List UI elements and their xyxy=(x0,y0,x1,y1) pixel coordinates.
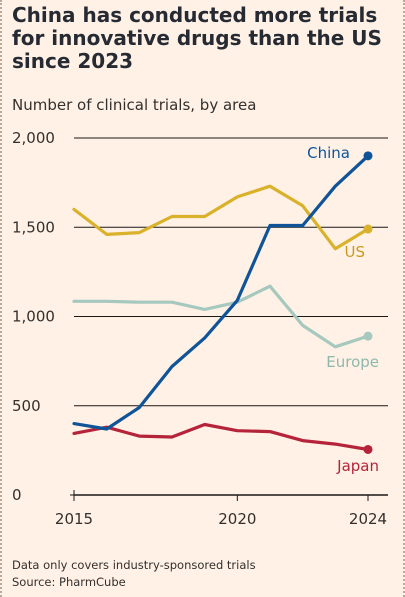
series-label-us: US xyxy=(344,243,365,261)
series-label-china: China xyxy=(307,144,350,162)
y-tick-label: 1,500 xyxy=(12,218,55,236)
y-tick-label: 1,000 xyxy=(12,308,55,326)
series-line-us xyxy=(72,184,370,251)
series-label-japan: Japan xyxy=(336,457,379,475)
source-text: Source: PharmCube xyxy=(12,575,126,589)
series-label-europe: Europe xyxy=(326,353,379,371)
y-tick-label: 0 xyxy=(12,486,22,504)
series-line-china xyxy=(72,154,370,431)
series-line-europe xyxy=(72,284,370,349)
x-tick-label: 2024 xyxy=(349,510,387,528)
series-end-marker-china xyxy=(363,151,373,161)
series-end-marker-japan xyxy=(363,444,373,454)
chart-footnote: Data only covers industry-sponsored tria… xyxy=(12,557,256,591)
y-tick-label: 2,000 xyxy=(12,129,55,147)
chart-title: China has conducted more trials for inno… xyxy=(12,3,382,73)
series-line-japan xyxy=(72,422,370,452)
x-tick-label: 2020 xyxy=(218,510,256,528)
footnote-text: Data only covers industry-sponsored tria… xyxy=(12,558,256,572)
y-tick-label: 500 xyxy=(12,397,41,415)
series-end-marker-europe xyxy=(363,331,373,341)
x-tick-label: 2015 xyxy=(55,510,93,528)
chart-subtitle: Number of clinical trials, by area xyxy=(12,96,257,114)
series-end-marker-us xyxy=(363,224,373,234)
